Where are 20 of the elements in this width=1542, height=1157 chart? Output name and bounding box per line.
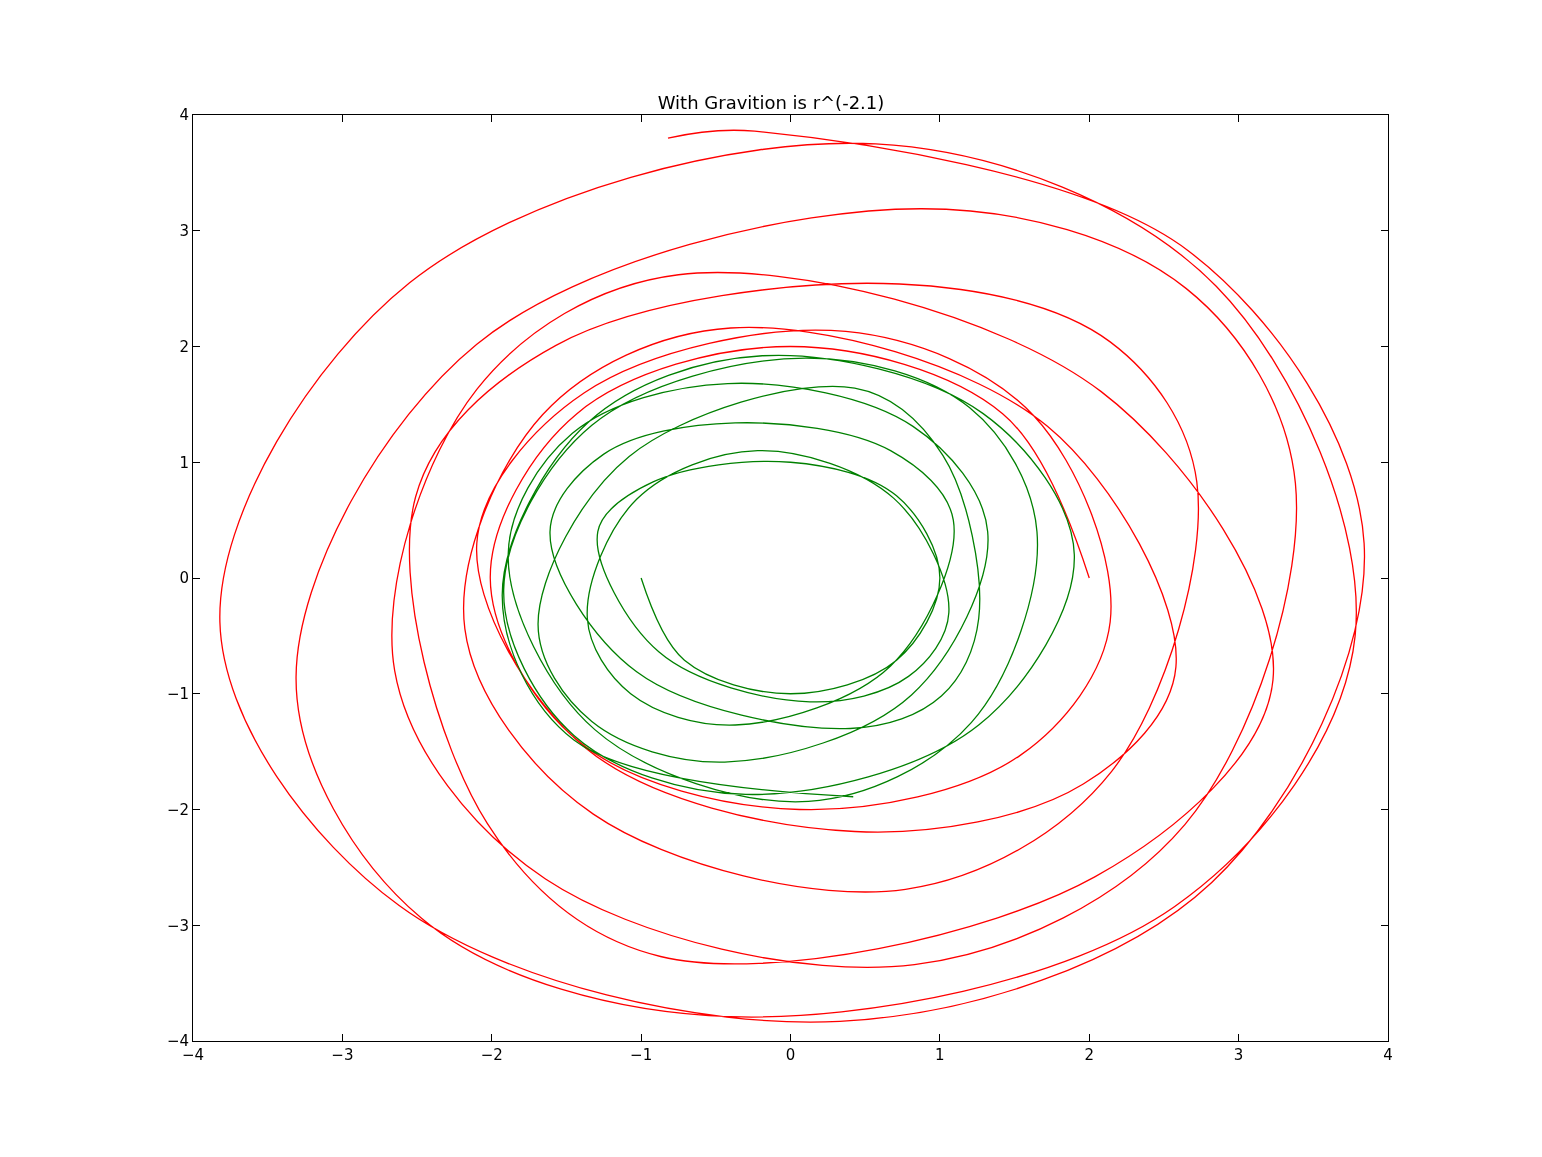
x-tick-label: −2 — [480, 1046, 503, 1064]
line-series — [219, 130, 1365, 1022]
x-tick-label: 2 — [1084, 1046, 1095, 1064]
x-tick-label: 4 — [1383, 1046, 1393, 1064]
y-tick-label: 4 — [179, 106, 189, 125]
y-tick-label: 0 — [179, 569, 189, 588]
x-tick-label: 3 — [1233, 1046, 1244, 1064]
y-tick-label: −3 — [166, 916, 189, 935]
y-tick-label: −4 — [166, 1032, 189, 1051]
line-series — [501, 354, 1075, 803]
x-tick-label: −1 — [630, 1046, 653, 1064]
x-tick-label: 0 — [785, 1046, 796, 1064]
y-tick-label: −1 — [166, 685, 189, 703]
y-tick-label: 2 — [179, 337, 189, 356]
chart-title: With Gravition is r^(-2.1) — [657, 92, 885, 114]
x-tick-label: −3 — [331, 1046, 354, 1064]
y-tick-label: 3 — [179, 222, 189, 240]
y-tick-label: −2 — [166, 800, 189, 819]
x-tick-label: 1 — [935, 1046, 945, 1064]
y-tick-label: 1 — [179, 453, 189, 472]
